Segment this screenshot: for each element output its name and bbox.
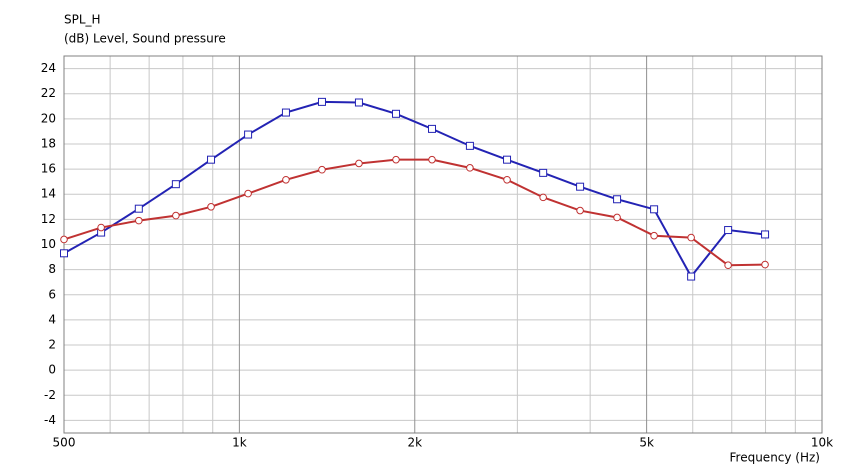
y-tick-label: 14	[41, 187, 56, 201]
marker	[466, 164, 474, 172]
plot-frame	[63, 55, 823, 434]
x-tick-label: 2k	[407, 436, 422, 450]
marker	[724, 226, 733, 235]
marker	[391, 109, 400, 118]
y-tick-label: 8	[48, 262, 56, 276]
marker	[428, 155, 436, 164]
y-tick-label: 20	[41, 111, 56, 125]
x-axis-label: Frequency (Hz)	[730, 451, 821, 465]
marker	[135, 216, 143, 225]
y-tick-label: 6	[48, 287, 56, 301]
marker	[392, 155, 400, 164]
marker	[576, 206, 584, 215]
marker	[354, 98, 363, 107]
marker	[171, 180, 180, 189]
marker	[207, 155, 216, 164]
marker	[465, 141, 474, 150]
marker	[687, 233, 695, 242]
marker	[539, 168, 548, 177]
marker	[355, 159, 363, 168]
marker	[97, 223, 105, 232]
y-tick-label: 24	[41, 61, 56, 75]
marker	[281, 108, 290, 117]
marker	[724, 261, 732, 270]
chart-title: SPL_H	[64, 13, 101, 27]
marker	[613, 213, 621, 222]
y-tick-label: 0	[48, 363, 56, 377]
series-line	[63, 158, 766, 267]
marker	[428, 124, 437, 133]
x-tick-label: 500	[53, 436, 76, 450]
y-tick-label: 12	[41, 212, 56, 226]
y-tick-label: 22	[41, 86, 56, 100]
marker	[244, 130, 253, 139]
marker	[503, 155, 512, 164]
x-tick-label: 10k	[811, 436, 833, 450]
marker	[317, 97, 326, 106]
marker	[650, 231, 658, 240]
marker	[134, 204, 143, 213]
marker	[282, 175, 290, 184]
marker	[503, 175, 511, 184]
marker	[60, 235, 68, 244]
marker	[650, 205, 659, 214]
marker	[761, 260, 769, 269]
y-tick-label: 2	[48, 338, 56, 352]
marker	[539, 193, 547, 202]
y-tick-label: 18	[41, 136, 56, 150]
y-tick-label: 4	[48, 312, 56, 326]
y-tick-label: -2	[44, 388, 56, 402]
marker	[687, 272, 696, 281]
marker	[244, 189, 252, 198]
series-line	[63, 100, 766, 279]
y-tick-label: 16	[41, 162, 56, 176]
marker	[172, 211, 180, 220]
y-tick-label: 10	[41, 237, 56, 251]
marker	[207, 203, 215, 211]
marker	[60, 249, 68, 258]
y-tick-label: -4	[44, 413, 56, 427]
marker	[613, 195, 622, 204]
x-tick-label: 5k	[639, 436, 654, 450]
chart-subtitle: (dB) Level, Sound pressure	[64, 32, 226, 46]
marker	[576, 182, 585, 191]
x-tick-label: 1k	[232, 436, 247, 450]
marker	[318, 165, 326, 174]
marker	[761, 230, 770, 239]
